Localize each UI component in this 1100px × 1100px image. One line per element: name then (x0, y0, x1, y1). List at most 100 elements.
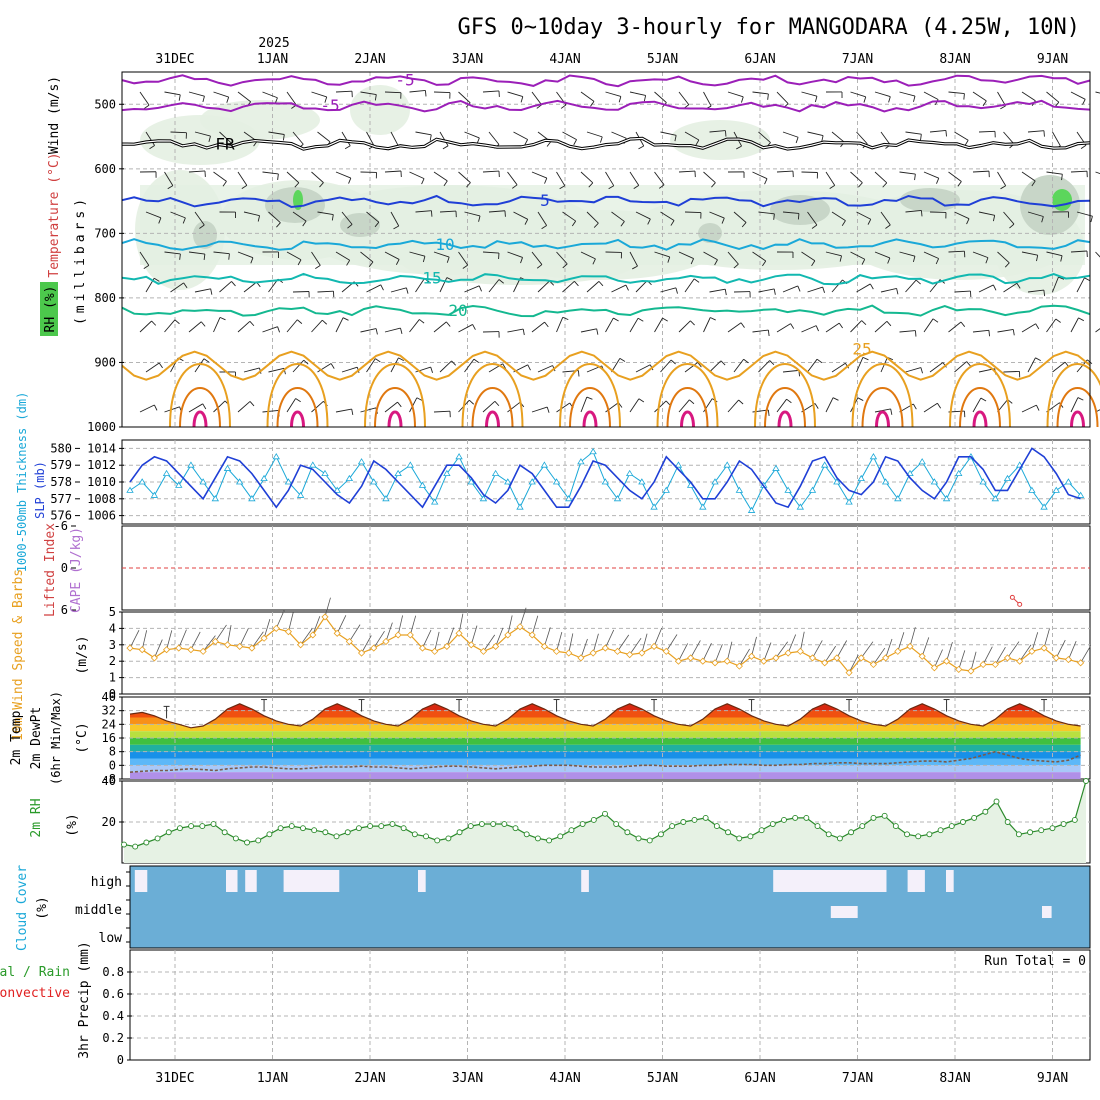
wind-barb-flag (469, 399, 475, 405)
wind-barb (366, 131, 375, 147)
wind10m-speed-series (126, 613, 1085, 677)
wind-barb-flag (398, 357, 404, 362)
wind-barb (1027, 289, 1044, 293)
wind10m-barb (836, 640, 848, 659)
low-isotherm-loop (471, 387, 514, 428)
wind-barb (286, 251, 302, 261)
wind-barb (660, 131, 677, 136)
rh2m-point (154, 835, 161, 842)
wind10m-point (516, 623, 524, 631)
thickness-point (528, 478, 536, 485)
wind10m-point (443, 642, 451, 651)
wind-barb (317, 131, 331, 143)
isotherm-label-0: -5 (395, 70, 414, 89)
wind-barb-flag (203, 253, 206, 261)
low-isotherm-loop (387, 410, 403, 428)
wind-barb (145, 131, 155, 146)
wind-barb (268, 367, 285, 373)
wind-barb-flag (368, 261, 374, 267)
wind10m-point (1016, 657, 1024, 665)
cloud-title-label: Cloud Cover (15, 865, 30, 951)
rh2m-point (501, 821, 508, 827)
wind-barb (213, 400, 226, 413)
wind-barb-flag (375, 328, 378, 335)
wind-barb-flag (867, 219, 872, 225)
wind-barb-flag (158, 362, 163, 369)
wind-barb-flag (200, 321, 206, 327)
wind10m-barb (531, 615, 539, 636)
rh2m-point (1027, 829, 1034, 836)
wind10m-point (821, 659, 829, 667)
wind-barb (139, 91, 150, 106)
cloud-high-clear (245, 870, 257, 892)
rh2m-point (691, 817, 698, 823)
wind-barb (507, 328, 524, 333)
wind-barb (237, 401, 251, 413)
wind-barb (464, 285, 480, 293)
wind-barb (825, 171, 836, 186)
wind-barb-flag (348, 177, 352, 184)
wind-barb (948, 91, 965, 95)
rh2m-point (311, 827, 318, 834)
wind-barb-flag (869, 283, 874, 290)
wind-barb-flag (544, 321, 549, 328)
rh2m-point (680, 819, 687, 825)
wind-barb (1046, 171, 1063, 175)
rh2m-axis: 40 20 (102, 774, 124, 829)
wind-barb (678, 91, 690, 105)
wind-barb (831, 362, 846, 373)
wind-barb (972, 91, 987, 102)
thickness-point (235, 478, 244, 485)
cloud-high-clear (134, 870, 148, 892)
rh2m-point (870, 814, 877, 821)
rh2m-series (121, 778, 1089, 863)
wind-barb (972, 397, 982, 413)
wind-barb (537, 365, 553, 373)
slp-label: SLP (mb) (33, 461, 47, 519)
wind-barb-flag (863, 96, 867, 103)
thickness-point (784, 486, 792, 493)
upper-wind-barbs (139, 89, 1100, 418)
precip-total-rain-label: Total / Rain (0, 965, 70, 980)
wind-barb (213, 91, 229, 98)
wind10m-point (479, 647, 488, 655)
cloud-high-clear (283, 870, 340, 892)
wind-barb (409, 319, 420, 333)
wind-barb (899, 251, 916, 257)
wind-barb (880, 288, 897, 293)
wind10m-point (162, 646, 171, 654)
wind-barb-flag (912, 403, 917, 410)
wind10m-point (674, 657, 683, 665)
wind-barb-flag (814, 403, 819, 409)
wind-barb (170, 211, 186, 219)
wind-barb (1070, 250, 1087, 253)
top-date-8: 8JAN (939, 52, 970, 67)
rh2m-point (121, 841, 127, 848)
wind-barb (409, 397, 418, 413)
wind-barb-flag (1000, 185, 1006, 190)
low-isotherm-loop (485, 410, 500, 428)
freezing-line-inner (121, 137, 1091, 150)
thickness-point (565, 495, 573, 502)
wind-barb-flag (697, 362, 702, 368)
wind-tick-4: 1 (109, 671, 116, 685)
thickness-point (162, 469, 171, 476)
rh2m-point (344, 829, 351, 836)
wind-barb (537, 280, 550, 293)
wind-barb-flag (811, 260, 816, 267)
wind-barb-flag (541, 225, 547, 230)
wind-barb (194, 288, 211, 293)
wind-barb (1095, 409, 1100, 413)
cloud-high-clear (946, 870, 954, 892)
thickness-tick-3: 577 (50, 492, 72, 506)
wind-barb-flag (1016, 283, 1021, 289)
wind-barb (660, 211, 675, 221)
thickness-point (430, 498, 439, 505)
wind-barb-flag (512, 184, 518, 189)
dewpt2m-line (129, 750, 1081, 773)
wind-barb (237, 251, 254, 259)
wind10m-barb (519, 607, 527, 627)
wind-barb-flag (992, 215, 996, 222)
wind-barb (188, 403, 203, 413)
